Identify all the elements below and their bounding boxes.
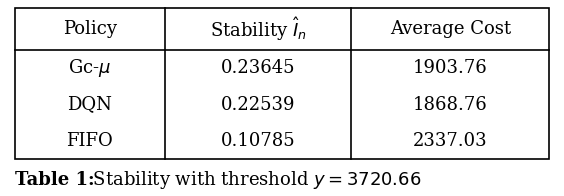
Text: Policy: Policy (63, 20, 117, 38)
Text: 1903.76: 1903.76 (413, 59, 488, 77)
Text: 0.10785: 0.10785 (221, 132, 296, 150)
Text: 0.22539: 0.22539 (221, 96, 295, 114)
Text: FIFO: FIFO (67, 132, 113, 150)
Text: Average Cost: Average Cost (390, 20, 511, 38)
Text: Stability with threshold $y = 3720.66$: Stability with threshold $y = 3720.66$ (87, 169, 421, 191)
Text: 2337.03: 2337.03 (413, 132, 487, 150)
Text: DQN: DQN (67, 96, 112, 114)
Text: Table 1:: Table 1: (15, 171, 95, 189)
Text: 0.23645: 0.23645 (221, 59, 295, 77)
Text: Stability $\widehat{I}_n$: Stability $\widehat{I}_n$ (210, 15, 306, 43)
Text: 1868.76: 1868.76 (413, 96, 488, 114)
Text: Gc-$\mu$: Gc-$\mu$ (68, 57, 111, 79)
